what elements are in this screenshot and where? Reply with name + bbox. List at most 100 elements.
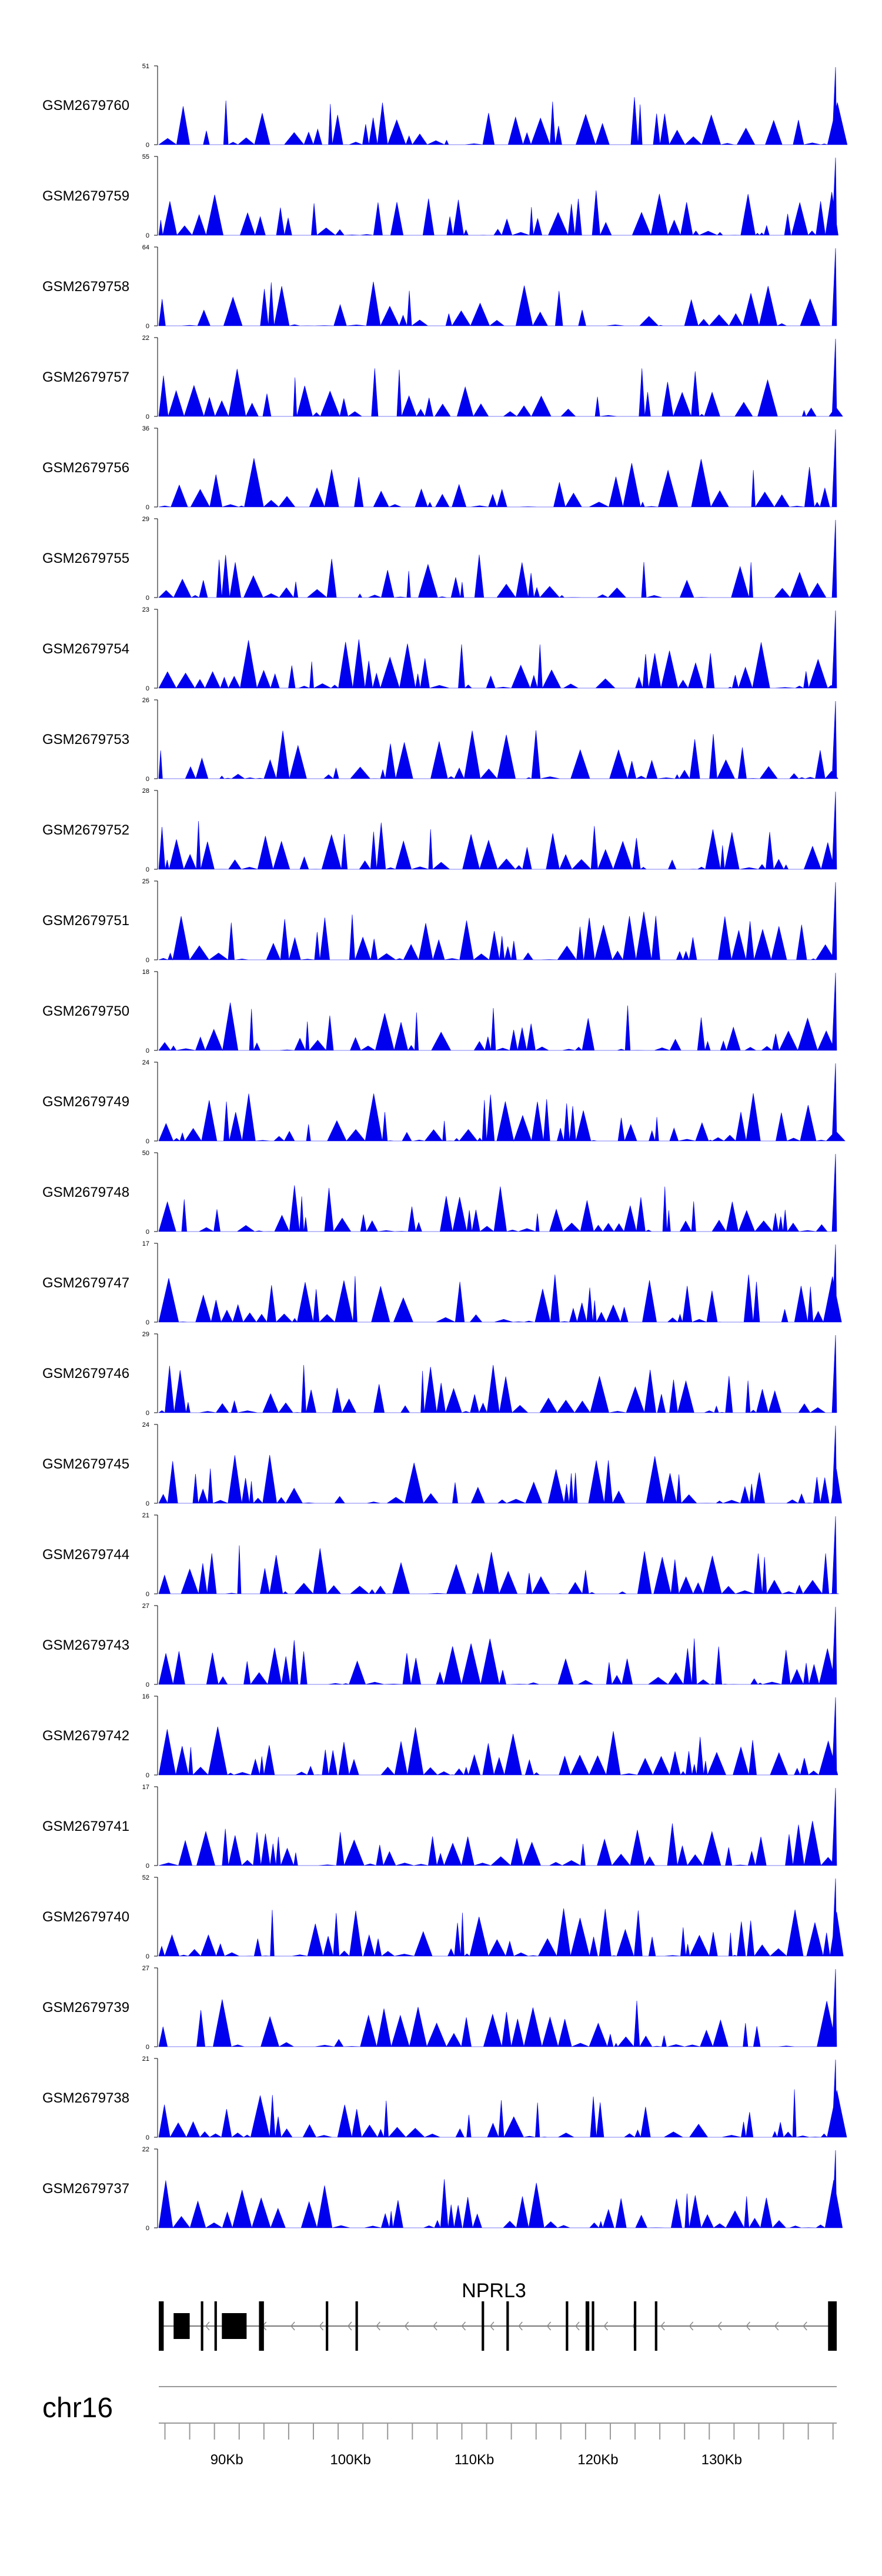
track-label: GSM2679751: [42, 913, 129, 929]
track-ymax-label: 27: [142, 1603, 149, 1610]
track-ymax-label: 55: [142, 154, 149, 161]
coverage-area: [158, 610, 837, 689]
track-GSM2679745: GSM2679745 24 0: [42, 1422, 842, 1507]
coverage-area: [158, 1063, 846, 1142]
track-ymax-label: 16: [142, 1693, 149, 1700]
gene-exon: [222, 2313, 247, 2339]
coverage-area: [158, 1878, 844, 1957]
track-label: GSM2679743: [42, 1637, 129, 1653]
track-GSM2679760: GSM2679760 51 0: [42, 63, 848, 149]
gene-exon: [506, 2301, 509, 2351]
track-ymax-label: 21: [142, 1512, 149, 1519]
strand-arrow: [746, 2321, 750, 2331]
strand-arrow: [205, 2321, 210, 2331]
track-GSM2679754: GSM2679754 23 0: [42, 606, 837, 692]
track-label: GSM2679744: [42, 1547, 129, 1563]
gene-exon: [259, 2301, 264, 2351]
coverage-area: [158, 157, 838, 236]
track-label: GSM2679749: [42, 1094, 129, 1110]
track-GSM2679737: GSM2679737 22 0: [42, 2146, 843, 2232]
coverage-area: [158, 2150, 843, 2229]
track-ymax-label: 50: [142, 1150, 149, 1157]
track-ymax-label: 18: [142, 969, 149, 976]
track-ymax-label: 24: [142, 1059, 149, 1066]
coverage-area: [158, 519, 837, 598]
chromosome-ideogram-track: chr16: [42, 2386, 837, 2424]
gene-exon: [566, 2301, 569, 2351]
track-label: GSM2679757: [42, 369, 129, 385]
track-label: GSM2679745: [42, 1456, 129, 1472]
track-label: GSM2679760: [42, 98, 129, 114]
track-GSM2679740: GSM2679740 52 0: [42, 1874, 844, 1960]
track-ymax-label: 23: [142, 606, 149, 613]
gene-exon: [592, 2301, 594, 2351]
chromosome-label: chr16: [42, 2393, 113, 2424]
track-ymin-label: 0: [146, 2044, 149, 2051]
gene-exon: [654, 2301, 657, 2351]
track-GSM2679756: GSM2679756 36 0: [42, 425, 837, 511]
strand-arrow: [489, 2321, 495, 2331]
coverage-area: [158, 338, 843, 418]
track-GSM2679751: GSM2679751 25 0: [42, 878, 837, 964]
track-label: GSM2679754: [42, 641, 129, 657]
track-ymin-label: 0: [146, 1047, 149, 1055]
axis-tick-label: 130Kb: [701, 2452, 742, 2468]
track-ymin-label: 0: [146, 1229, 149, 1236]
gene-exon: [159, 2301, 164, 2351]
axis-labels: 90Kb 100Kb 110Kb 120Kb 130Kb: [211, 2452, 742, 2468]
track-ymin-label: 0: [146, 685, 149, 692]
track-ymin-label: 0: [146, 1953, 149, 1960]
track-ymin-label: 0: [146, 1138, 149, 1145]
track-ymin-label: 0: [146, 1500, 149, 1507]
coverage-area: [158, 972, 837, 1052]
gene-name-label: NPRL3: [462, 2280, 526, 2302]
track-GSM2679742: GSM2679742 16 0: [42, 1693, 838, 1779]
coverage-area: [158, 1516, 839, 1595]
track-ymin-label: 0: [146, 1863, 149, 1870]
gene-track: NPRL3: [159, 2280, 837, 2351]
track-ymin-label: 0: [146, 1319, 149, 1326]
track-ymax-label: 17: [142, 1784, 149, 1791]
track-ymin-label: 0: [146, 1591, 149, 1598]
coverage-area: [158, 700, 838, 780]
coverage-area: [158, 1244, 842, 1323]
track-ymax-label: 22: [142, 2146, 149, 2153]
track-ymin-label: 0: [146, 142, 149, 149]
gene-exon: [482, 2301, 485, 2351]
strand-arrow: [461, 2321, 466, 2331]
track-label: GSM2679738: [42, 2090, 129, 2106]
track-GSM2679741: GSM2679741 17 0: [42, 1784, 837, 1870]
track-label: GSM2679750: [42, 1003, 129, 1019]
gene-exon: [326, 2301, 329, 2351]
track-label: GSM2679752: [42, 822, 129, 838]
strand-arrow: [660, 2321, 665, 2331]
track-label: GSM2679739: [42, 2000, 129, 2016]
track-ymin-label: 0: [146, 1410, 149, 1417]
strand-arrow: [347, 2321, 352, 2331]
track-label: GSM2679759: [42, 188, 129, 204]
axis-tick-label: 110Kb: [455, 2452, 495, 2468]
strand-arrow: [575, 2321, 580, 2331]
track-ymax-label: 22: [142, 335, 149, 342]
strand-arrow: [717, 2321, 722, 2331]
coverage-area: [158, 429, 837, 508]
track-ymax-label: 24: [142, 1422, 149, 1429]
strand-arrow: [290, 2321, 295, 2331]
track-label: GSM2679737: [42, 2181, 129, 2197]
gene-exon: [585, 2301, 590, 2351]
track-ymax-label: 64: [142, 244, 149, 251]
strand-arrow: [689, 2321, 694, 2331]
track-label: GSM2679740: [42, 1909, 129, 1925]
coverage-area: [158, 1606, 837, 1686]
coverage-area: [158, 1153, 837, 1233]
track-ymax-label: 17: [142, 1240, 149, 1247]
track-label: GSM2679748: [42, 1184, 129, 1200]
gene-model-npRL3: [159, 2301, 837, 2351]
strand-arrow: [546, 2321, 552, 2331]
track-label: GSM2679753: [42, 732, 129, 748]
track-ymax-label: 36: [142, 425, 149, 432]
track-GSM2679747: GSM2679747 17 0: [42, 1240, 842, 1326]
coverage-area: [158, 882, 837, 961]
track-label: GSM2679747: [42, 1275, 129, 1291]
track-label: GSM2679742: [42, 1728, 129, 1744]
